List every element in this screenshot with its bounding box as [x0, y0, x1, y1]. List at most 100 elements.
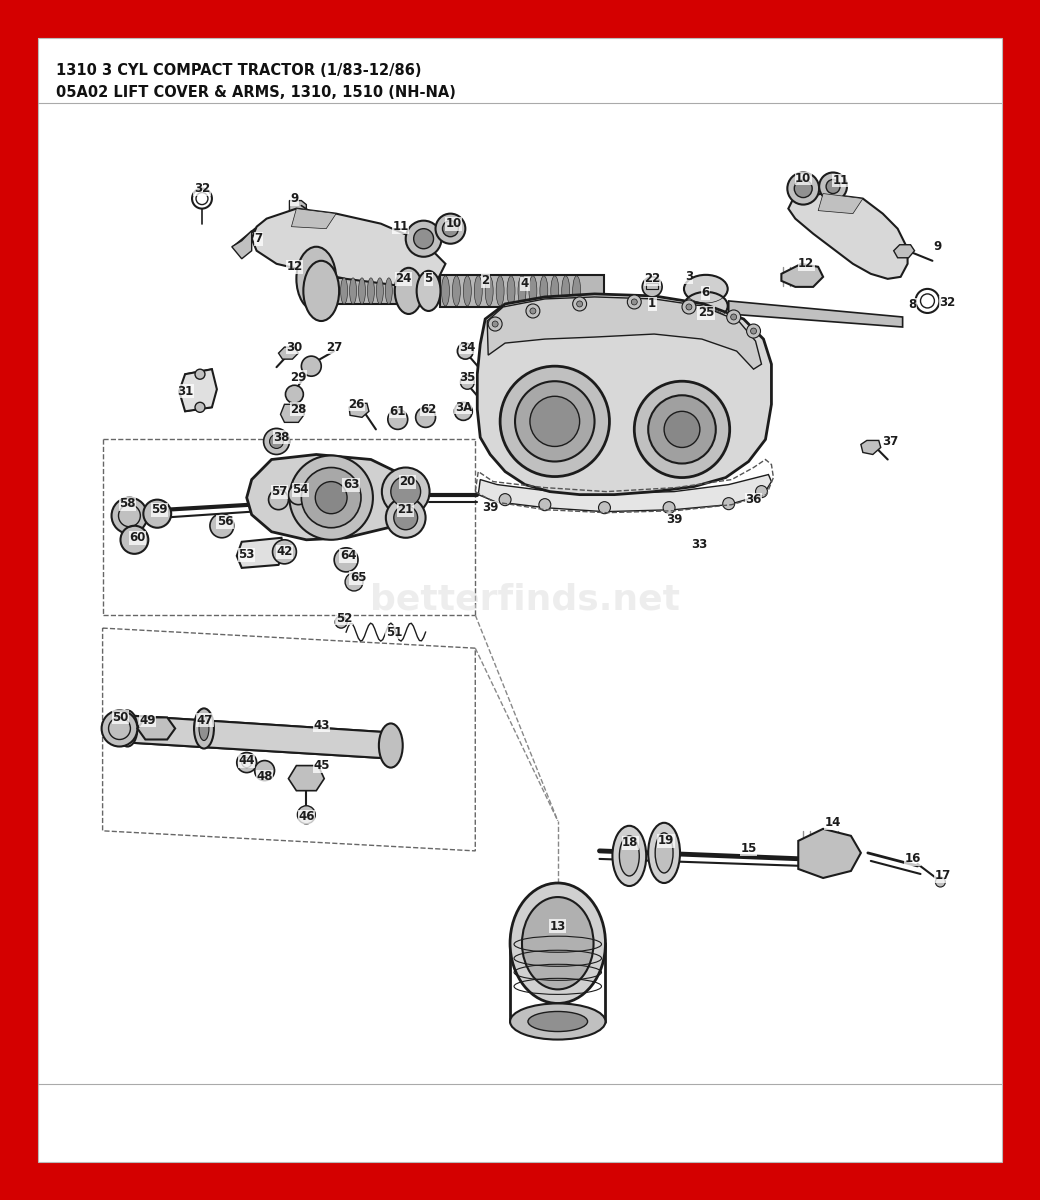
Ellipse shape	[341, 278, 347, 304]
Ellipse shape	[684, 308, 728, 337]
Text: 28: 28	[290, 403, 307, 416]
Circle shape	[391, 476, 420, 506]
Polygon shape	[232, 230, 252, 259]
Circle shape	[627, 295, 642, 308]
Text: 32: 32	[193, 182, 210, 196]
Circle shape	[272, 540, 296, 564]
Text: 63: 63	[343, 478, 359, 491]
Polygon shape	[128, 715, 391, 758]
Circle shape	[631, 299, 638, 305]
Text: 21: 21	[397, 503, 414, 516]
Ellipse shape	[304, 260, 339, 322]
Circle shape	[755, 486, 768, 498]
Circle shape	[436, 214, 465, 244]
Text: 58: 58	[120, 497, 135, 510]
Text: 5: 5	[424, 272, 433, 286]
Polygon shape	[179, 370, 217, 412]
Circle shape	[539, 499, 551, 511]
Text: 48: 48	[256, 770, 272, 784]
Circle shape	[196, 402, 205, 413]
Circle shape	[648, 395, 716, 463]
Ellipse shape	[199, 716, 209, 740]
Text: 19: 19	[658, 834, 674, 847]
Ellipse shape	[684, 292, 728, 320]
Circle shape	[382, 468, 430, 516]
Polygon shape	[799, 829, 861, 878]
Circle shape	[302, 356, 321, 377]
Circle shape	[598, 502, 610, 514]
Circle shape	[334, 548, 358, 572]
Polygon shape	[281, 404, 305, 422]
Circle shape	[795, 180, 812, 198]
Text: 1: 1	[648, 298, 656, 311]
Polygon shape	[487, 296, 761, 370]
Circle shape	[665, 412, 700, 448]
Text: 43: 43	[313, 719, 330, 732]
Circle shape	[526, 304, 540, 318]
Circle shape	[530, 396, 579, 446]
Text: 54: 54	[292, 484, 309, 496]
Circle shape	[442, 221, 459, 236]
Text: 33: 33	[691, 539, 707, 551]
Circle shape	[255, 761, 275, 781]
Circle shape	[315, 481, 347, 514]
Ellipse shape	[395, 268, 422, 314]
Circle shape	[388, 409, 408, 430]
Text: 18: 18	[622, 836, 639, 850]
Text: 56: 56	[216, 515, 233, 528]
Text: 38: 38	[274, 431, 290, 444]
Circle shape	[573, 296, 587, 311]
Ellipse shape	[655, 833, 673, 872]
Text: 26: 26	[347, 398, 364, 410]
Text: 11: 11	[393, 220, 409, 233]
Circle shape	[682, 300, 696, 314]
Ellipse shape	[452, 276, 461, 306]
Circle shape	[458, 343, 473, 359]
Circle shape	[297, 805, 315, 823]
Ellipse shape	[474, 276, 483, 306]
Text: 29: 29	[290, 371, 307, 384]
Ellipse shape	[529, 276, 537, 306]
Circle shape	[461, 376, 474, 389]
Ellipse shape	[118, 710, 137, 746]
Circle shape	[500, 366, 609, 476]
Circle shape	[530, 308, 536, 314]
Text: 64: 64	[340, 550, 357, 563]
Text: 10: 10	[796, 172, 811, 185]
Text: 24: 24	[395, 272, 412, 286]
Circle shape	[386, 498, 425, 538]
Circle shape	[787, 173, 820, 204]
Circle shape	[492, 322, 498, 328]
Ellipse shape	[486, 276, 493, 306]
Text: 12: 12	[798, 257, 814, 270]
Circle shape	[747, 324, 760, 338]
Polygon shape	[246, 455, 406, 540]
Polygon shape	[861, 440, 881, 455]
Text: 30: 30	[286, 341, 303, 354]
Text: 39: 39	[666, 514, 682, 527]
Circle shape	[394, 505, 418, 529]
Circle shape	[686, 304, 692, 310]
Polygon shape	[288, 766, 324, 791]
Circle shape	[826, 180, 840, 193]
Ellipse shape	[551, 276, 558, 306]
Circle shape	[285, 385, 304, 403]
Ellipse shape	[613, 826, 646, 886]
Circle shape	[935, 877, 945, 887]
Circle shape	[576, 301, 582, 307]
Text: 9: 9	[290, 192, 298, 205]
Ellipse shape	[417, 271, 441, 311]
Text: 3: 3	[685, 270, 693, 283]
Text: 25: 25	[698, 306, 714, 319]
Polygon shape	[279, 347, 298, 359]
Ellipse shape	[464, 276, 471, 306]
Circle shape	[643, 277, 662, 296]
Text: 44: 44	[238, 754, 255, 767]
Text: 2: 2	[482, 275, 489, 287]
Text: 10: 10	[445, 217, 462, 230]
Circle shape	[102, 710, 137, 746]
Circle shape	[454, 402, 472, 420]
Polygon shape	[646, 283, 658, 289]
Circle shape	[634, 382, 730, 478]
Circle shape	[121, 526, 149, 554]
